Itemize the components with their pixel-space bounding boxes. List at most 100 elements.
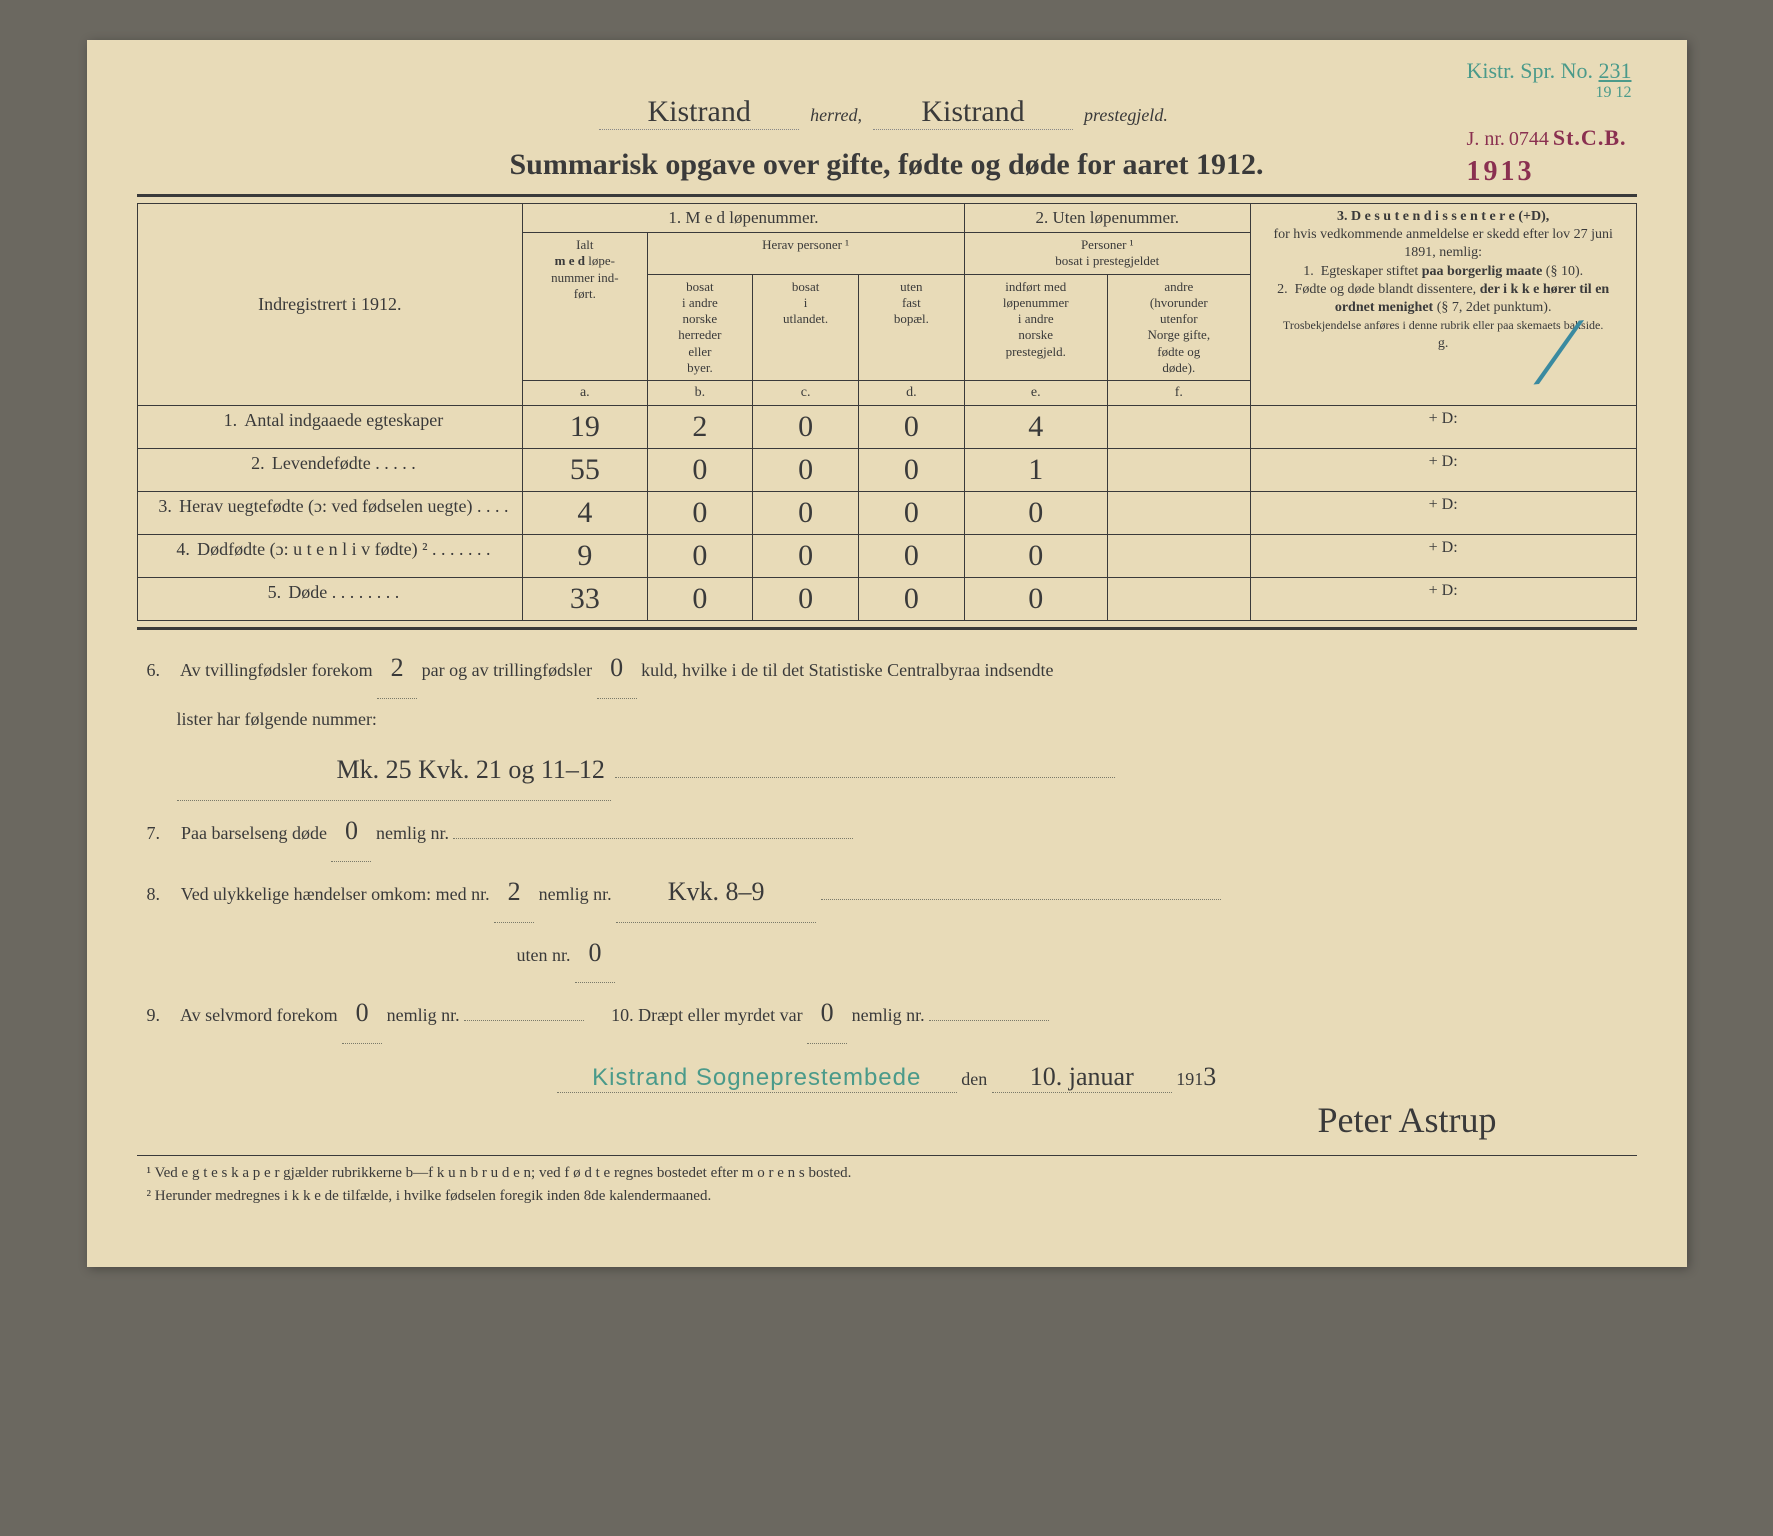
row-num: 3. <box>151 496 179 517</box>
col-letter-e: e. <box>964 381 1107 406</box>
th-col-c: bosatiutlandet. <box>753 274 859 381</box>
cell-b: 0 <box>647 492 753 535</box>
stcb-stamp: St.C.B. <box>1553 125 1627 150</box>
l10-text-b: nemlig nr. <box>852 1005 925 1025</box>
l7-value: 0 <box>331 801 371 862</box>
row-num: 4. <box>169 539 197 560</box>
cell-b: 0 <box>647 449 753 492</box>
table-row: 2.Levendefødte . . . . . 55 0 0 0 1 + D: <box>137 449 1636 492</box>
l6-dotted-rest <box>615 777 1115 778</box>
signature-line: Kistrand Sogneprestembede den 10. januar… <box>137 1062 1637 1093</box>
l8-text-b: nemlig nr. <box>539 884 612 904</box>
th-col-d: utenfastbopæl. <box>858 274 964 381</box>
table-row: 4.Dødfødte (ɔ: u t e n l i v fødte) ² . … <box>137 535 1636 578</box>
line-8-cont: uten nr. 0 <box>147 923 1627 984</box>
col-letter-d: d. <box>858 381 964 406</box>
th-col-f: andre(hvorunderutenforNorge gifte,fødte … <box>1107 274 1250 381</box>
l6-trip-value: 0 <box>597 638 637 699</box>
l9-text-a: Av selvmord forekom <box>180 1005 338 1025</box>
l6-text-a: Av tvillingfødsler forekom <box>180 660 373 680</box>
cell-a: 33 <box>523 578 647 621</box>
l10-text-a: 10. Dræpt eller myrdet var <box>611 1005 802 1025</box>
line-8: 8. Ved ulykkelige hændelser omkom: med n… <box>147 862 1627 923</box>
group3-title: 3. D e s u t e n d i s s e n t e r e (+D… <box>1337 209 1549 224</box>
cell-e: 0 <box>964 535 1107 578</box>
col-letter-a: a. <box>523 381 647 406</box>
prestegjeld-label: prestegjeld. <box>1078 105 1174 125</box>
l6-numbers: Mk. 25 Kvk. 21 og 11–12 <box>177 740 611 801</box>
jnr-value: 0744 <box>1509 128 1549 150</box>
row-num: 5. <box>260 582 288 603</box>
cell-d: 0 <box>858 449 964 492</box>
table-row: 1.Antal indgaaede egteskaper 19 2 0 0 4 … <box>137 406 1636 449</box>
sig-year-last: 3 <box>1203 1062 1216 1091</box>
rule-bottom <box>137 1155 1637 1156</box>
l8-uten-value: 0 <box>575 923 615 984</box>
l7-text-b: nemlig nr. <box>376 823 449 843</box>
group3-small: Trosbekjendelse anføres i denne rubrik e… <box>1283 318 1603 332</box>
cell-b: 0 <box>647 535 753 578</box>
rule-top <box>137 194 1637 197</box>
th-herav: Herav personer ¹ <box>647 233 964 275</box>
l6-twin-value: 2 <box>377 638 417 699</box>
table-row: 5.Døde . . . . . . . . 33 0 0 0 0 + D: <box>137 578 1636 621</box>
lower-questions: 6. Av tvillingfødsler forekom 2 par og a… <box>137 638 1637 1044</box>
l8-text-a: Ved ulykkelige hændelser omkom: med nr. <box>181 884 490 904</box>
header-line: Kistrand herred, Kistrand prestegjeld. <box>137 95 1637 130</box>
row-label: Antal indgaaede egteskaper <box>244 410 443 430</box>
cell-g: + D: <box>1250 578 1636 621</box>
archive-ref-handwriting: Kistr. Spr. No. 231 19 12 <box>1466 58 1631 102</box>
l9-value: 0 <box>342 983 382 1044</box>
l8-med-value: 2 <box>494 862 534 923</box>
cell-b: 2 <box>647 406 753 449</box>
line-9-10: 9. Av selvmord forekom 0 nemlig nr. 10. … <box>147 983 1627 1044</box>
line-7: 7. Paa barselseng døde 0 nemlig nr. <box>147 801 1627 862</box>
cell-e: 0 <box>964 578 1107 621</box>
cell-a: 9 <box>523 535 647 578</box>
th-indregistrert: Indregistrert i 1912. <box>137 204 523 406</box>
l9-text-b: nemlig nr. <box>387 1005 460 1025</box>
l10-value: 0 <box>807 983 847 1044</box>
col-letter-c: c. <box>753 381 859 406</box>
table-row: 3.Herav uegtefødte (ɔ: ved fødselen uegt… <box>137 492 1636 535</box>
cell-a: 55 <box>523 449 647 492</box>
herred-value: Kistrand <box>599 95 799 130</box>
cell-c: 0 <box>753 492 859 535</box>
cell-f <box>1107 535 1250 578</box>
summary-table: Indregistrert i 1912. 1. M e d løpenumme… <box>137 203 1637 621</box>
l7-text-a: Paa barselseng døde <box>181 823 327 843</box>
cell-g: + D: <box>1250 449 1636 492</box>
sig-date: 10. januar <box>992 1062 1172 1093</box>
cell-f <box>1107 406 1250 449</box>
row-label: Herav uegtefødte (ɔ: ved fødselen uegte)… <box>179 496 508 516</box>
cell-d: 0 <box>858 406 964 449</box>
l9-dotted <box>464 1020 584 1021</box>
cell-a: 4 <box>523 492 647 535</box>
th-group3: 3. D e s u t e n d i s s e n t e r e (+D… <box>1250 204 1636 406</box>
prestegjeld-value: Kistrand <box>873 95 1073 130</box>
office-stamp: Kistrand Sogneprestembede <box>557 1064 957 1093</box>
archive-no-value: 231 <box>1599 58 1632 83</box>
jnr-label: J. nr. <box>1467 128 1505 150</box>
l7-dotted <box>453 838 853 839</box>
sig-year-prefix: 191 <box>1176 1069 1203 1089</box>
line-6-cont: lister har følgende nummer: Mk. 25 Kvk. … <box>147 699 1627 801</box>
cell-c: 0 <box>753 406 859 449</box>
cell-e: 0 <box>964 492 1107 535</box>
row-label: Døde . . . . . . . . <box>288 582 399 602</box>
cell-g: + D: <box>1250 406 1636 449</box>
row-label: Dødfødte (ɔ: u t e n l i v fødte) ² . . … <box>197 539 490 559</box>
l6-text-d: lister har følgende nummer: <box>177 709 377 729</box>
herred-label: herred, <box>804 105 868 125</box>
document-title: Summarisk opgave over gifte, fødte og dø… <box>137 148 1637 182</box>
col-letter-g: g. <box>1257 335 1630 353</box>
rule-mid <box>137 627 1637 630</box>
archive-ref-text: Kistr. Spr. <box>1466 58 1555 83</box>
th-group1: 1. M e d løpenummer. <box>523 204 965 233</box>
signature: Peter Astrup <box>137 1099 1637 1141</box>
line-6: 6. Av tvillingfødsler forekom 2 par og a… <box>147 638 1627 699</box>
archive-year-frac: 19 12 <box>1466 84 1631 102</box>
archive-no-label: No. <box>1561 58 1593 83</box>
l6-text-b: par og av trillingfødsler <box>422 660 592 680</box>
cell-d: 0 <box>858 535 964 578</box>
